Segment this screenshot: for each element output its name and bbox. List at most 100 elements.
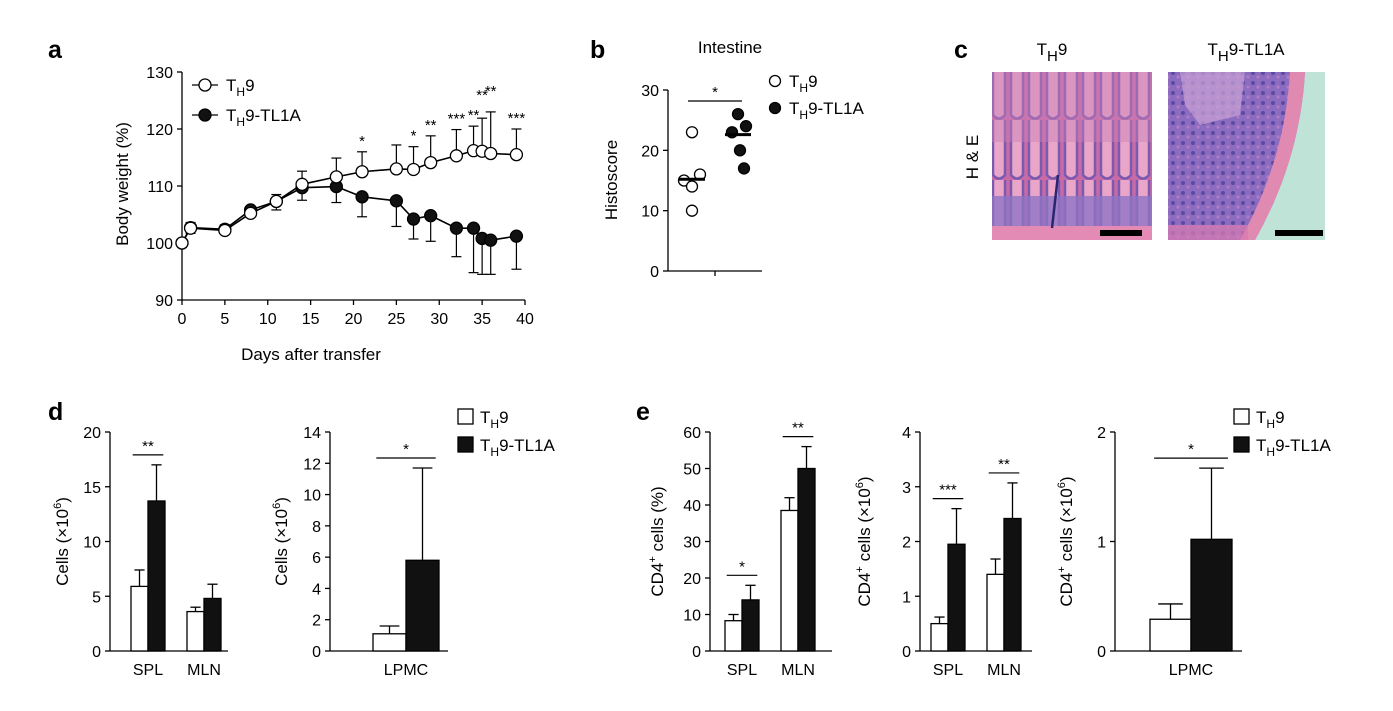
pe3-y-tick-label: 1 bbox=[1097, 535, 1106, 552]
pe2-y-tick-label: 0 bbox=[902, 644, 911, 661]
e-legend: TH9 TH9-TL1A bbox=[1233, 408, 1331, 459]
a-series-line-th9-tl1a bbox=[181, 185, 517, 244]
pd1-y-tick-label: 0 bbox=[92, 644, 101, 661]
c-col-th9: TH9 bbox=[1037, 40, 1068, 65]
b-legend-th9: TH9 bbox=[789, 72, 818, 95]
pd1-bar-th9-tl1a bbox=[203, 597, 222, 652]
b-y-tick-label: 0 bbox=[650, 264, 659, 281]
pe1-y-tick-label: 0 bbox=[692, 644, 701, 661]
he-image-tl1a bbox=[1168, 72, 1325, 240]
pd2-bar-th9-tl1a bbox=[405, 559, 440, 652]
a-series-line-th9 bbox=[181, 149, 517, 244]
panel-e-percent-bar-chart: 0 10 20 30 40 50 60 CD4+ cells (%) SPL * MLN ** bbox=[647, 420, 832, 679]
a-point-th9 bbox=[175, 236, 189, 250]
a-legend-filled-marker bbox=[198, 108, 212, 122]
a-point-th9 bbox=[484, 146, 498, 161]
a-point-th9-tl1a bbox=[389, 194, 404, 208]
pd1-significance-star: ** bbox=[142, 438, 154, 455]
a-x-tick-label: 40 bbox=[516, 311, 534, 328]
pe2-category-label: SPL bbox=[933, 662, 963, 679]
pd1-category-label: MLN bbox=[187, 662, 221, 679]
b-y-tick-label: 10 bbox=[641, 204, 659, 221]
a-y-tick-label: 120 bbox=[146, 122, 173, 139]
pd2-category-label: LPMC bbox=[384, 662, 428, 679]
a-significance-star: ** bbox=[468, 107, 480, 124]
pe2-significance-star: *** bbox=[939, 482, 957, 499]
pd2-y-tick-label: 14 bbox=[303, 425, 321, 442]
pe1-category-label: MLN bbox=[781, 662, 815, 679]
pd2-significance-star: * bbox=[403, 441, 409, 458]
panel-label-c: c bbox=[954, 36, 968, 64]
panel-label-d: d bbox=[48, 398, 63, 426]
c-row-label: H & E bbox=[963, 135, 982, 179]
e-legend-filled-swatch bbox=[1233, 436, 1250, 453]
a-point-th9 bbox=[424, 155, 438, 170]
pe1-significance-star: * bbox=[739, 558, 745, 575]
a-legend-open-marker bbox=[198, 78, 212, 92]
b-legend-tl1a: TH9-TL1A bbox=[789, 99, 864, 122]
d-legend-th9: TH9 bbox=[480, 408, 509, 431]
a-point-th9-tl1a bbox=[406, 212, 421, 226]
panel-d-lpmc-bar-chart: 0 2 4 6 8 10 12 14 Cells (×106) LPMC * bbox=[271, 425, 448, 679]
a-x-label: Days after transfer bbox=[241, 345, 381, 364]
a-point-th9 bbox=[269, 194, 283, 209]
a-x-tick-label: 10 bbox=[259, 311, 277, 328]
pe1-y-tick-label: 40 bbox=[683, 498, 701, 515]
pe3-y-tick-label: 0 bbox=[1097, 644, 1106, 661]
pd2-bar-th9 bbox=[372, 633, 407, 652]
panel-d-spl-mln-bar-chart: 0 5 10 15 20 Cells (×106) SPL ** MLN bbox=[52, 425, 228, 679]
panel-e-count-bar-chart: 0 1 2 3 4 CD4+ cells (×106) SPL *** MLN ** bbox=[854, 425, 1032, 679]
a-point-th9 bbox=[183, 221, 198, 235]
a-y-tick-label: 130 bbox=[146, 65, 173, 82]
pe1-y-tick-label: 10 bbox=[683, 608, 701, 625]
a-y-tick-label: 110 bbox=[147, 179, 173, 196]
pe2-y-tick-label: 2 bbox=[902, 535, 911, 552]
a-point-th9 bbox=[355, 165, 369, 179]
pd1-y-label: Cells (×106) bbox=[52, 497, 72, 586]
panel-a-line-chart: Days after transfer Body weight (%) TH9 … bbox=[113, 65, 534, 364]
pd1-y-tick-label: 20 bbox=[83, 425, 101, 442]
pd2-y-tick-label: 12 bbox=[303, 456, 321, 473]
a-legend-th9: TH9 bbox=[226, 76, 255, 99]
a-point-th9 bbox=[329, 170, 344, 184]
a-point-th9-tl1a bbox=[355, 190, 369, 204]
pe1-y-tick-label: 50 bbox=[683, 462, 701, 479]
pd2-y-tick-label: 8 bbox=[312, 519, 321, 536]
pe3-significance-star: * bbox=[1188, 441, 1194, 458]
b-title: Intestine bbox=[698, 38, 762, 57]
pe2-significance-star: ** bbox=[998, 456, 1010, 473]
pe1-bar-th9-tl1a bbox=[797, 467, 816, 652]
he-image-th9 bbox=[992, 72, 1152, 240]
a-point-th9 bbox=[295, 177, 309, 191]
a-point-th9-tl1a bbox=[484, 233, 498, 247]
pe2-bar-th9 bbox=[986, 573, 1005, 652]
a-significance-star: ** bbox=[425, 117, 437, 134]
a-point-th9 bbox=[218, 223, 232, 238]
pe1-y-tick-label: 60 bbox=[683, 425, 701, 442]
panel-b-scatter-chart: Intestine Histoscore TH9 TH9-TL1A 0 10 20 3… bbox=[602, 38, 864, 281]
a-x-tick-label: 35 bbox=[473, 311, 491, 328]
a-point-th9 bbox=[243, 206, 258, 221]
a-x-tick-label: 15 bbox=[302, 311, 320, 328]
scale-bar-th9 bbox=[1100, 230, 1142, 236]
d-legend: TH9 TH9-TL1A bbox=[457, 408, 555, 459]
scale-bar-tl1a bbox=[1275, 230, 1323, 236]
b-y-label: Histoscore bbox=[602, 140, 621, 220]
a-significance-star: * bbox=[411, 128, 417, 145]
e-legend-th9: TH9 bbox=[1256, 408, 1285, 431]
a-point-th9-tl1a bbox=[449, 221, 464, 235]
a-point-th9 bbox=[449, 149, 464, 163]
b-point-th9 bbox=[685, 204, 699, 217]
b-point-th9 bbox=[685, 126, 699, 139]
pe2-bar-th9-tl1a bbox=[947, 543, 966, 652]
pe1-bar-th9 bbox=[780, 509, 799, 652]
a-legend: TH9 TH9-TL1A bbox=[192, 76, 301, 129]
pe3-y-label: CD4+ cells (×106) bbox=[1056, 476, 1076, 606]
a-significance-star: ** bbox=[485, 83, 497, 100]
a-x-tick-label: 30 bbox=[430, 311, 448, 328]
b-y-tick-label: 30 bbox=[641, 83, 659, 100]
b-point-th9-tl1a bbox=[739, 120, 753, 133]
pd2-y-tick-label: 10 bbox=[303, 488, 321, 505]
pe2-y-tick-label: 3 bbox=[902, 480, 911, 497]
